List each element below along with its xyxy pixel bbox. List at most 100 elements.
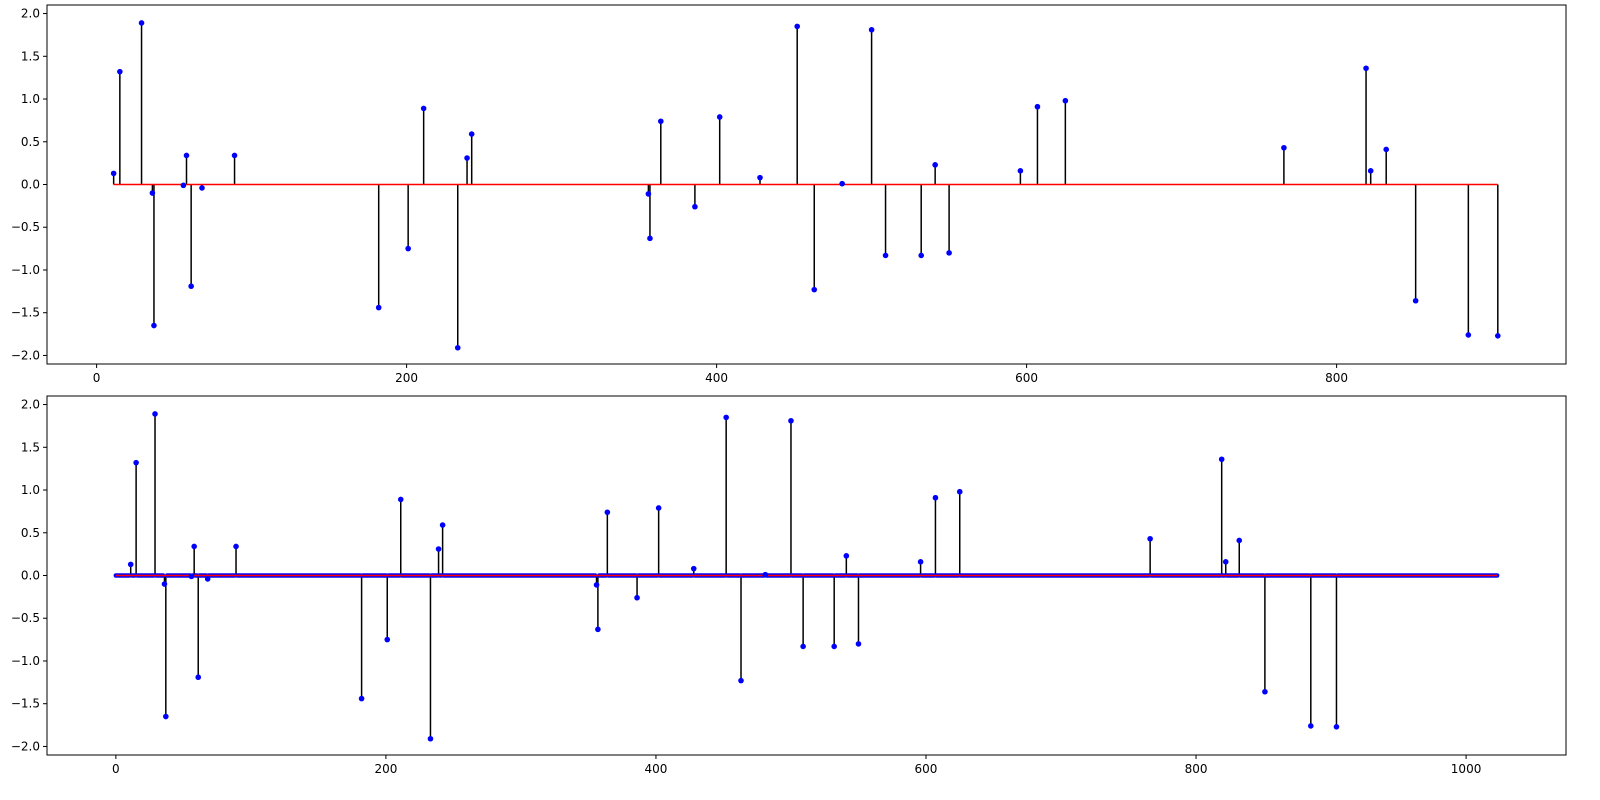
stem-marker [645,191,652,197]
stem-marker [692,203,698,210]
stem-marker [1034,103,1041,110]
stem-marker [191,543,197,550]
stem-marker [918,252,924,259]
x-tick-label: 400 [644,762,667,776]
stem-marker [195,674,202,681]
stem-marker [658,118,664,125]
stem-marker [397,496,404,503]
stem-marker [843,553,850,559]
y-tick-label: −1.0 [11,654,40,668]
stem-marker [1147,535,1153,542]
stem-marker [716,114,723,120]
x-tick-label: 600 [1015,371,1038,385]
stem-marker [183,152,190,159]
stem-marker [188,573,195,580]
stem-marker [180,182,187,189]
stem-marker [427,735,434,742]
stem-marker [690,565,697,572]
stem-marker [855,641,862,647]
x-tick-label: 200 [374,762,397,776]
stem-marker [375,304,382,311]
stem-marker [149,190,156,196]
stem-marker [188,283,194,290]
stem-marker [1062,97,1069,104]
stem-marker [1333,723,1340,730]
stem-marker [384,636,391,643]
y-tick-label: 1.0 [21,92,40,106]
top-stem-plot: 0 200 400 600 800 −2.0 −1.5 −1.0 −0.5 0.0 0.5 1.0 1.… [11,4,1567,385]
y-tick-label: 2.0 [21,398,40,412]
stem-marker [788,417,794,424]
y-tick-label: 2.0 [21,7,40,21]
stem-marker [127,561,134,568]
y-tick-label: −2.0 [11,348,40,362]
y-tick-label: 0.0 [21,178,40,192]
stem-marker [932,494,939,501]
stem-marker [831,643,837,650]
y-tick-label: −1.5 [11,697,40,711]
stem-marker [882,252,889,259]
x-tick-label: 800 [1185,762,1208,776]
stem-marker [723,414,729,421]
stem-marker [163,713,169,720]
y-tick-label: 1.5 [21,440,40,454]
stem-marker [1222,559,1229,565]
stem-marker [1495,332,1501,339]
stem-marker [1367,168,1374,174]
y-tick-label: 0.5 [21,526,40,540]
stem-marker [1262,688,1268,695]
stem-marker [110,170,117,177]
stem-marker [420,105,427,112]
x-tick-label: 1000 [1451,762,1482,776]
y-tick-label: 0.5 [21,135,40,149]
stem-marker [454,344,461,351]
y-tick-label: −1.5 [11,306,40,320]
x-tick-label: 200 [395,371,418,385]
y-tick-label: 1.5 [21,49,40,63]
stem-marker [655,505,662,511]
stem-marker [468,131,475,137]
stem-marker [946,250,952,256]
stem-marker [117,68,123,75]
stem-marker [1017,168,1024,174]
y-tick-label: 1.0 [21,483,40,497]
stem-marker [839,180,845,187]
stem-marker [233,543,239,550]
stem-marker [204,576,211,582]
stem-marker [199,185,205,191]
stem-marker [647,235,653,242]
stem-marker [1218,456,1225,463]
stem-marker [1308,723,1314,729]
stem-marker [161,581,168,587]
bottom-stem-plot: 0 200 400 600 800 1000 −2.0 −1.5 −1.0 −0.5 0.0 0.5 1… [11,395,1567,776]
stem-marker [868,26,875,33]
stem-marker [1465,332,1472,338]
y-tick-label: −0.5 [11,220,40,234]
stem-marker [439,522,446,528]
stem-marker [231,152,238,159]
stem-marker [595,626,601,633]
stem-marker [435,546,442,552]
y-tick-label: −2.0 [11,739,40,753]
stem-marker [1281,144,1287,151]
stem-marker [738,677,744,684]
stem-marker [794,23,800,30]
x-tick-label: 800 [1325,371,1348,385]
stem-marker [762,571,769,578]
y-tick-label: 0.0 [21,569,40,583]
stem-marker [152,411,158,417]
stem-marker [464,155,470,161]
stem-marker [604,509,611,516]
y-tick-label: −1.0 [11,263,40,277]
stem-marker [151,322,157,329]
x-tick-label: 400 [705,371,728,385]
stem-marker [1363,65,1369,72]
y-tick-label: −0.5 [11,611,40,625]
stem-marker [956,488,963,495]
x-tick-label: 600 [915,762,938,776]
stem-marker [811,286,818,293]
stem-marker [593,582,600,588]
stem-marker [932,162,938,168]
stem-marker [358,695,365,702]
stem-marker [634,594,640,601]
